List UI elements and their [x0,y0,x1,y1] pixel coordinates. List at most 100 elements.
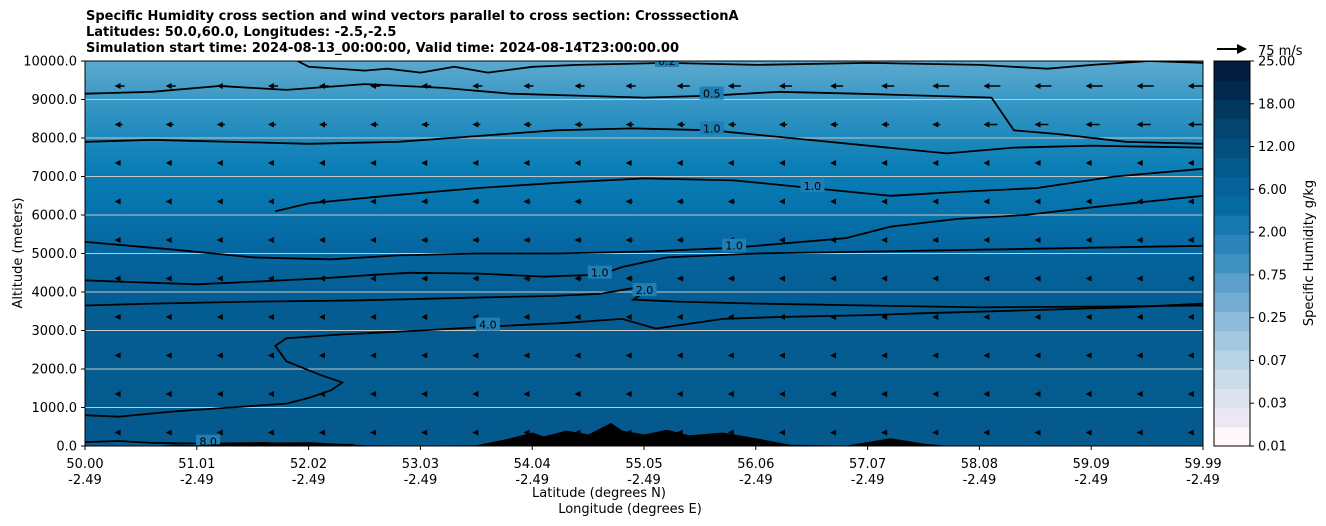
wind-vector [676,83,690,90]
y-tick-label: 2000.0 [32,363,78,378]
wind-vector [1085,83,1103,90]
wind-vector [370,275,377,282]
wind-vector [830,121,839,128]
x-tick-label-lon: -2.49 [404,473,438,488]
wind-vector [421,391,428,398]
wind-vector [1085,275,1092,282]
wind-vector [1034,198,1041,205]
colorbar-label: Specific Humidity g/kg [1302,180,1317,326]
wind-vector [1085,198,1092,205]
wind-vector [830,352,837,359]
y-tick-label: 6000.0 [32,209,78,224]
contour-label: 1.0 [804,180,822,193]
wind-vector [676,160,683,167]
wind-vector [932,391,939,398]
wind-vector [421,352,428,359]
wind-vector [778,391,785,398]
wind-vector [523,391,530,398]
x-tick-label-lon: -2.49 [851,473,885,488]
wind-vector [1187,198,1194,205]
wind-vector [932,237,939,244]
wind-vector [114,275,121,282]
wind-vector [472,429,479,436]
y-tick-label: 8000.0 [32,132,78,147]
terrain-silhouette [85,422,1203,446]
wind-vector [574,352,581,359]
chart-title-line3: Simulation start time: 2024-08-13_00:00:… [86,41,679,56]
y-tick-label: 4000.0 [32,286,78,301]
colorbar-tick-label: 0.03 [1258,397,1287,412]
colorbar-swatch [1214,215,1250,235]
x-tick-label-lon: -2.49 [68,473,102,488]
wind-vector [421,237,429,244]
chart-title-line2: Latitudes: 50.0,60.0, Longitudes: -2.5,-… [86,25,397,40]
contour-label: 1.0 [725,240,743,253]
colorbar-tick-label: 25.00 [1258,55,1295,70]
wind-vector [932,314,939,321]
y-tick-label: 0.0 [56,440,77,455]
wind-vector [676,352,683,359]
colorbar-swatch [1214,349,1250,370]
colorbar-tick-label: 6.00 [1258,183,1287,198]
wind-reference-label: 75 m/s [1258,44,1303,59]
colorbar-swatch [1214,253,1250,274]
wind-vector [830,391,837,398]
colorbar-tick-label: 0.01 [1258,440,1287,455]
x-tick-label-lon: -2.49 [627,473,661,488]
colorbar-swatch [1214,80,1250,101]
wind-vector [1034,83,1052,90]
wind-vector [778,275,785,282]
wind-vector [1085,429,1092,436]
wind-vector [318,429,325,436]
wind-vector [1136,160,1143,167]
wind-vector [881,160,888,167]
wind-vector [1136,83,1154,90]
wind-vector [523,121,532,128]
wind-vector [370,314,377,321]
wind-vector [830,429,837,436]
wind-vector [114,121,123,128]
x-tick-label-lat: 59.99 [1184,457,1221,472]
wind-vector [1187,121,1202,128]
contour-line-1-0 [85,127,1203,155]
wind-vector [1187,429,1194,436]
wind-vector [523,314,530,321]
y-tick-label: 3000.0 [32,324,78,339]
wind-vector [472,352,479,359]
wind-reference-arrowhead [1237,44,1247,54]
wind-vector [523,160,530,167]
x-tick-label-lat: 56.06 [737,457,774,472]
wind-vector [625,275,633,282]
wind-vector [625,237,633,244]
contour-label-bg [699,86,724,100]
wind-vector [216,352,223,359]
wind-vector [421,121,430,128]
wind-vector [625,314,632,321]
wind-vector [983,237,990,244]
contour-line-1-0 [275,167,1203,213]
contour-label-bg [654,61,679,67]
x-tick-label-lon: -2.49 [1074,473,1108,488]
x-tick-label-lon: -2.49 [1186,473,1220,488]
wind-vector [881,391,888,398]
wind-vector [165,352,172,359]
wind-vector [778,237,785,244]
wind-vector [165,391,172,398]
wind-vector [574,391,581,398]
wind-vector [983,391,990,398]
wind-vector [881,121,890,128]
contour-label: 8.0 [199,436,217,449]
colorbar-tick-label: 0.07 [1258,354,1287,369]
wind-vector [727,198,735,205]
wind-vector [676,121,685,128]
wind-vector [370,237,377,244]
wind-vector [165,160,172,167]
wind-vector [1034,391,1041,398]
wind-vector [727,352,734,359]
wind-vector [574,198,582,205]
wind-vector [267,160,274,167]
wind-vector [983,160,990,167]
wind-vector [1136,352,1143,359]
colorbar-tick-label: 12.00 [1258,140,1295,155]
wind-vector [114,198,121,205]
